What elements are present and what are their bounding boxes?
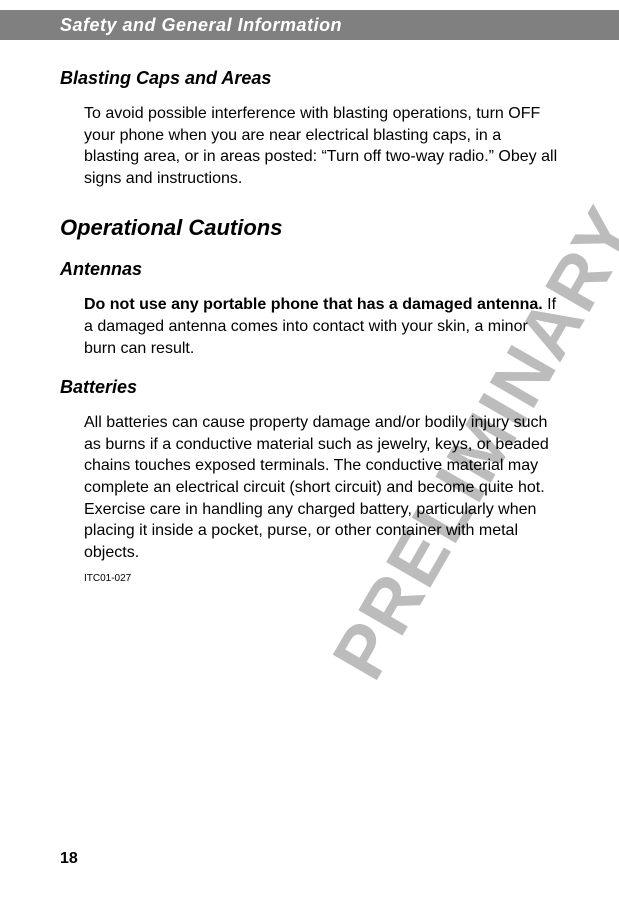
antennas-bold-text: Do not use any portable phone that has a… bbox=[84, 296, 543, 313]
page-content: Blasting Caps and Areas To avoid possibl… bbox=[0, 40, 619, 584]
page-number: 18 bbox=[60, 850, 78, 868]
subsection-heading-antennas: Antennas bbox=[60, 259, 559, 280]
section-body-blasting: To avoid possible interference with blas… bbox=[60, 103, 559, 189]
subsection-body-batteries: All batteries can cause property damage … bbox=[60, 412, 559, 563]
document-code: ITC01-027 bbox=[60, 573, 559, 584]
subsection-heading-batteries: Batteries bbox=[60, 377, 559, 398]
header-title: Safety and General Information bbox=[60, 15, 342, 36]
subsection-body-antennas: Do not use any portable phone that has a… bbox=[60, 294, 559, 359]
section-heading-operational: Operational Cautions bbox=[60, 215, 559, 241]
header-bar: Safety and General Information bbox=[0, 10, 619, 40]
section-heading-blasting: Blasting Caps and Areas bbox=[60, 68, 559, 89]
